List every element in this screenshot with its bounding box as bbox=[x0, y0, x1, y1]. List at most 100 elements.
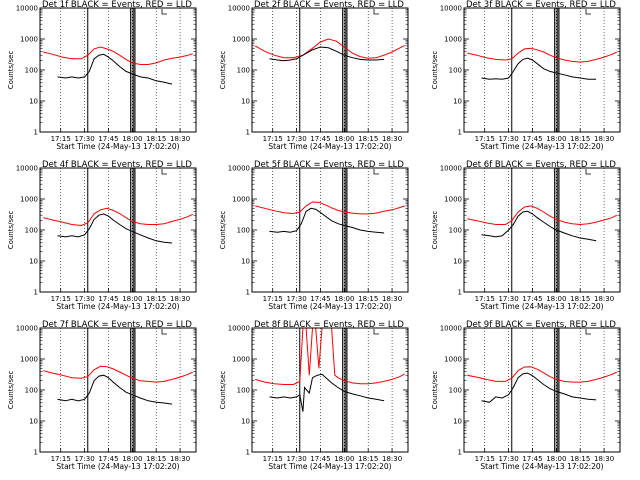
y-tick-label: 10 bbox=[241, 258, 250, 266]
y-axis-label: Counts/sec bbox=[7, 51, 15, 90]
x-axis-label: Start Time (24-May-13 17:02:20) bbox=[268, 462, 391, 471]
plot-frame bbox=[39, 7, 197, 133]
x-tick-label: 18:00 bbox=[122, 455, 142, 463]
x-tick-label: 18:15 bbox=[146, 295, 166, 303]
x-tick-label: 17:30 bbox=[74, 135, 94, 143]
panel-det-1: Det 1f BLACK = Events, RED = LLD 1 10 100 10… bbox=[7, 0, 197, 151]
y-tick-label: 1 bbox=[458, 129, 462, 137]
y-tick-label: 1000 bbox=[232, 356, 250, 364]
panel-title: Det 7f BLACK = Events, RED = LLD bbox=[42, 320, 192, 330]
panel-det-9: Det 9f BLACK = Events, RED = LLD 1 10 100 10… bbox=[431, 320, 621, 471]
x-axis-label: Start Time (24-May-13 17:02:20) bbox=[268, 142, 391, 151]
x-tick-label: 17:45 bbox=[522, 135, 542, 143]
x-tick-label: 18:30 bbox=[170, 455, 190, 463]
events-rate-line bbox=[269, 207, 385, 234]
x-tick-label: 18:00 bbox=[122, 295, 142, 303]
x-tick-label: 17:15 bbox=[51, 135, 71, 143]
y-tick-label: 100 bbox=[25, 387, 38, 395]
plot-frame bbox=[251, 327, 409, 453]
x-tick-label: 17:30 bbox=[498, 455, 518, 463]
events-rate-line bbox=[481, 372, 597, 403]
legend-mark-icon bbox=[161, 329, 167, 335]
y-tick-label: 1 bbox=[458, 289, 462, 297]
x-axis-label: Start Time (24-May-13 17:02:20) bbox=[480, 302, 603, 311]
y-tick-label: 10000 bbox=[440, 325, 462, 333]
y-axis-label: Counts/sec bbox=[431, 371, 439, 410]
y-tick-label: 1 bbox=[246, 289, 250, 297]
y-axis-label: Counts/sec bbox=[431, 51, 439, 90]
y-tick-label: 1000 bbox=[444, 196, 462, 204]
legend-mark-icon bbox=[585, 9, 591, 15]
y-tick-label: 100 bbox=[25, 227, 38, 235]
x-tick-label: 17:15 bbox=[475, 135, 495, 143]
y-tick-label: 1000 bbox=[20, 196, 38, 204]
panel-title: Det 4f BLACK = Events, RED = LLD bbox=[42, 160, 192, 170]
lld-rate-line bbox=[43, 207, 194, 227]
x-tick-label: 18:15 bbox=[570, 455, 590, 463]
x-tick-label: 17:30 bbox=[74, 295, 94, 303]
lld-rate-line bbox=[467, 205, 618, 226]
y-tick-label: 100 bbox=[237, 227, 250, 235]
events-rate-line bbox=[269, 373, 385, 412]
legend-mark-icon bbox=[161, 169, 167, 175]
legend-mark-icon bbox=[373, 9, 379, 15]
panel-title: Det 1f BLACK = Events, RED = LLD bbox=[42, 0, 192, 10]
x-tick-label: 17:45 bbox=[98, 135, 118, 143]
y-axis-label: Counts/sec bbox=[219, 371, 227, 410]
y-tick-label: 10000 bbox=[440, 165, 462, 173]
x-tick-label: 18:30 bbox=[594, 455, 614, 463]
x-tick-label: 18:30 bbox=[170, 295, 190, 303]
y-tick-label: 10 bbox=[241, 418, 250, 426]
x-tick-label: 18:00 bbox=[546, 455, 566, 463]
plot-frame bbox=[251, 7, 409, 133]
y-tick-label: 1 bbox=[246, 449, 250, 457]
y-tick-label: 10000 bbox=[440, 5, 462, 13]
x-tick-label: 17:30 bbox=[498, 135, 518, 143]
events-rate-line bbox=[57, 213, 173, 244]
panel-det-3: Det 3f BLACK = Events, RED = LLD 1 10 100 10… bbox=[431, 0, 621, 151]
panel-title: Det 5f BLACK = Events, RED = LLD bbox=[254, 160, 404, 170]
x-tick-label: 17:45 bbox=[310, 455, 330, 463]
y-tick-label: 1 bbox=[458, 449, 462, 457]
x-axis-label: Start Time (24-May-13 17:02:20) bbox=[56, 302, 179, 311]
x-tick-label: 17:15 bbox=[51, 455, 71, 463]
y-axis-label: Counts/sec bbox=[7, 211, 15, 250]
events-rate-line bbox=[57, 53, 173, 85]
x-tick-label: 18:30 bbox=[382, 135, 402, 143]
y-tick-label: 10000 bbox=[228, 325, 250, 333]
y-tick-label: 10 bbox=[453, 418, 462, 426]
x-tick-label: 17:45 bbox=[310, 135, 330, 143]
x-tick-label: 18:00 bbox=[546, 295, 566, 303]
x-tick-label: 17:30 bbox=[74, 455, 94, 463]
y-tick-label: 100 bbox=[25, 67, 38, 75]
x-tick-label: 18:30 bbox=[594, 135, 614, 143]
x-tick-label: 17:15 bbox=[263, 135, 283, 143]
y-tick-label: 10000 bbox=[16, 325, 38, 333]
panel-title: Det 8f BLACK = Events, RED = LLD bbox=[254, 320, 404, 330]
plot-frame bbox=[39, 167, 197, 293]
plot-frame bbox=[463, 167, 621, 293]
y-axis-label: Counts/sec bbox=[431, 211, 439, 250]
x-tick-label: 18:00 bbox=[122, 135, 142, 143]
x-tick-label: 18:30 bbox=[382, 455, 402, 463]
panel-title: Det 6f BLACK = Events, RED = LLD bbox=[466, 160, 616, 170]
y-tick-label: 1 bbox=[34, 449, 38, 457]
panel-det-7: Det 7f BLACK = Events, RED = LLD 1 10 100 10… bbox=[7, 320, 197, 471]
y-tick-label: 1 bbox=[34, 129, 38, 137]
x-tick-label: 18:15 bbox=[146, 455, 166, 463]
x-tick-label: 17:15 bbox=[263, 455, 283, 463]
x-tick-label: 17:45 bbox=[98, 295, 118, 303]
y-tick-label: 10000 bbox=[228, 5, 250, 13]
events-rate-line bbox=[481, 57, 597, 80]
events-rate-line bbox=[57, 374, 173, 405]
x-tick-label: 18:00 bbox=[334, 135, 354, 143]
x-tick-label: 18:30 bbox=[170, 135, 190, 143]
y-axis-label: Counts/sec bbox=[7, 371, 15, 410]
x-tick-label: 17:30 bbox=[286, 135, 306, 143]
x-tick-label: 18:30 bbox=[382, 295, 402, 303]
panel-title: Det 9f BLACK = Events, RED = LLD bbox=[466, 320, 616, 330]
x-tick-label: 18:15 bbox=[358, 455, 378, 463]
y-tick-label: 1000 bbox=[444, 36, 462, 44]
x-tick-label: 17:15 bbox=[263, 295, 283, 303]
y-axis-label: Counts/sec bbox=[219, 51, 227, 90]
